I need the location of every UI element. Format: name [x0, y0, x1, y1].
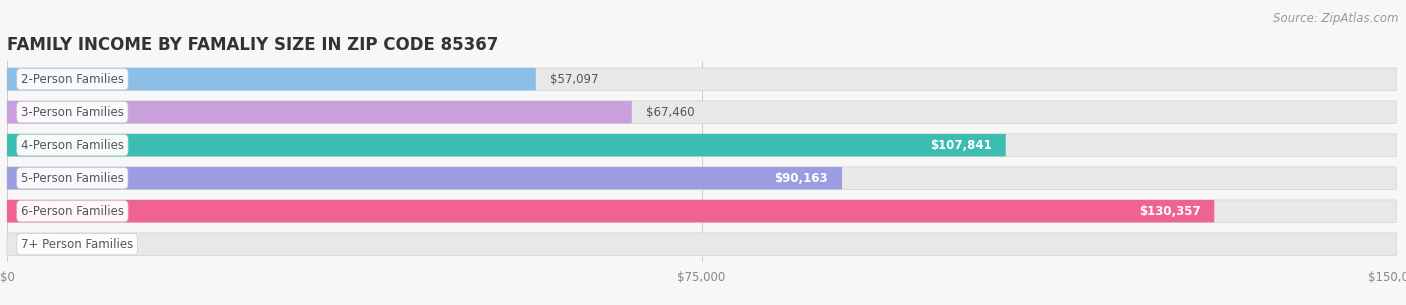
Text: $107,841: $107,841: [931, 139, 991, 152]
FancyBboxPatch shape: [7, 134, 1005, 156]
Text: 4-Person Families: 4-Person Families: [21, 139, 124, 152]
FancyBboxPatch shape: [7, 134, 1396, 156]
Text: $67,460: $67,460: [645, 106, 695, 119]
Text: $90,163: $90,163: [775, 172, 828, 185]
FancyBboxPatch shape: [7, 200, 1215, 222]
Text: $0: $0: [35, 238, 49, 251]
FancyBboxPatch shape: [7, 167, 1396, 189]
Text: 5-Person Families: 5-Person Families: [21, 172, 124, 185]
FancyBboxPatch shape: [7, 233, 1396, 255]
Text: 6-Person Families: 6-Person Families: [21, 205, 124, 218]
FancyBboxPatch shape: [7, 68, 536, 90]
Text: $130,357: $130,357: [1139, 205, 1201, 218]
FancyBboxPatch shape: [7, 167, 842, 189]
FancyBboxPatch shape: [7, 68, 1396, 90]
Text: 3-Person Families: 3-Person Families: [21, 106, 124, 119]
Text: 2-Person Families: 2-Person Families: [21, 73, 124, 86]
Text: Source: ZipAtlas.com: Source: ZipAtlas.com: [1274, 12, 1399, 25]
Text: $57,097: $57,097: [550, 73, 598, 86]
FancyBboxPatch shape: [7, 200, 1396, 222]
Text: 7+ Person Families: 7+ Person Families: [21, 238, 134, 251]
Text: FAMILY INCOME BY FAMALIY SIZE IN ZIP CODE 85367: FAMILY INCOME BY FAMALIY SIZE IN ZIP COD…: [7, 36, 498, 54]
FancyBboxPatch shape: [7, 101, 631, 123]
FancyBboxPatch shape: [7, 101, 1396, 123]
